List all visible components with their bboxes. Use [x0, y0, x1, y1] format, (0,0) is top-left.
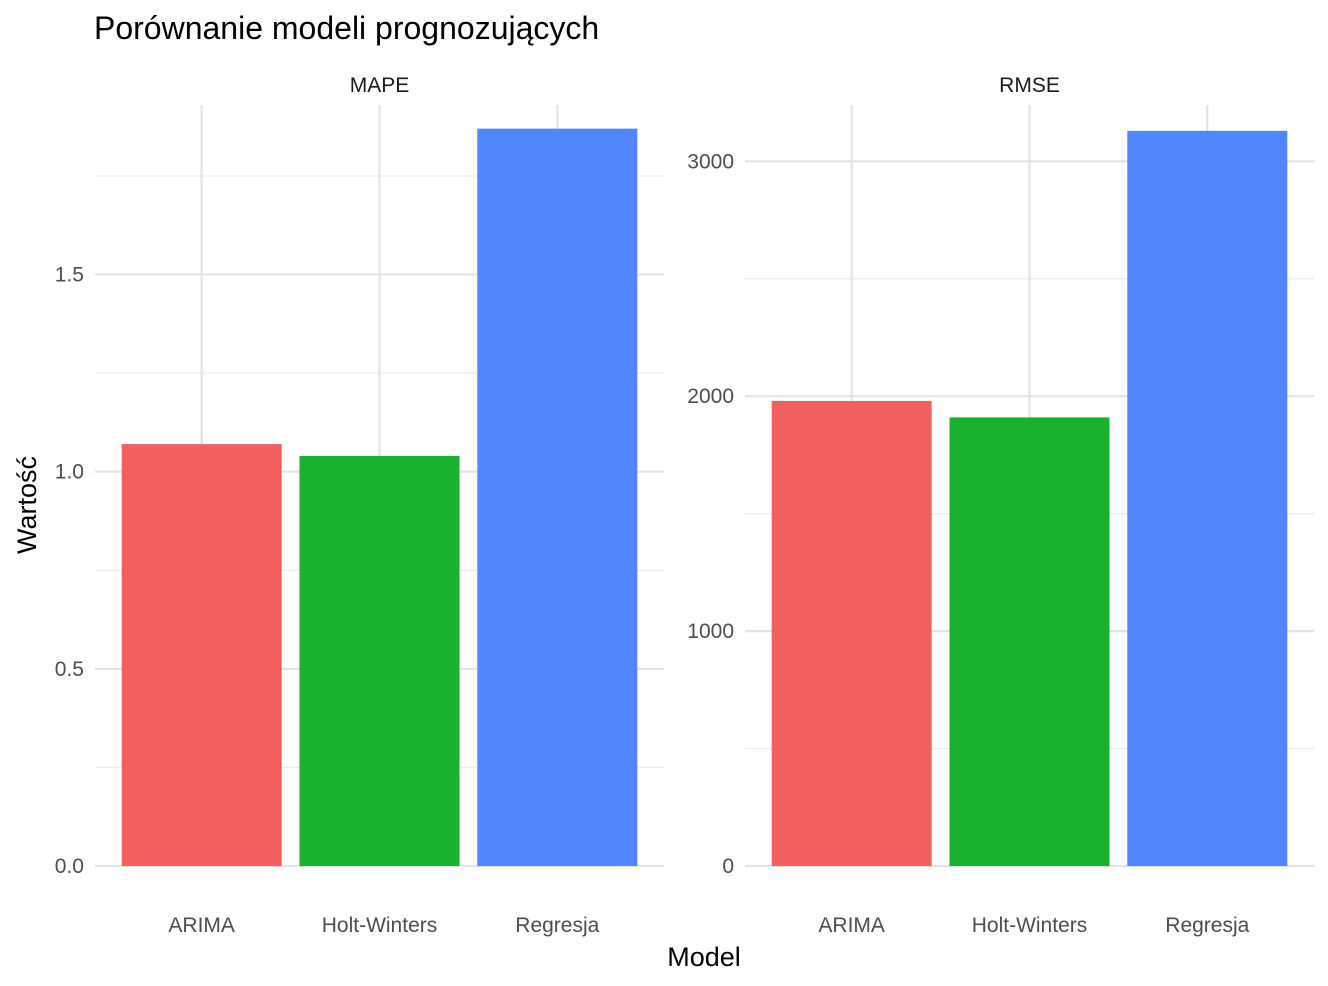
bar-regresja — [477, 128, 638, 867]
panel-mape: 0.0 0.5 1.0 1.5 ARIMA Holt-Winters Regresja MAP… — [55, 74, 664, 937]
y-tick-label: 1.0 — [55, 461, 84, 484]
bar-holt-winters — [299, 455, 460, 866]
panels-layer: 0.0 0.5 1.0 1.5 ARIMA Holt-Winters Regresja MAP… — [55, 74, 1314, 937]
x-tick-label: Holt-Winters — [322, 914, 438, 937]
y-tick-label: 0 — [722, 855, 734, 878]
facet-strip-label: RMSE — [999, 74, 1060, 97]
x-axis-title: Model — [667, 942, 741, 972]
chart-title: Porównanie modeli prognozujących — [94, 10, 599, 46]
y-tick-label: 1.5 — [55, 264, 84, 287]
x-tick-label: Regresja — [1165, 914, 1249, 937]
y-tick-label: 0.0 — [55, 855, 84, 878]
x-tick-label: ARIMA — [168, 914, 235, 937]
y-tick-label: 0.5 — [55, 658, 84, 681]
y-tick-label: 2000 — [687, 385, 734, 408]
bar-holt-winters — [949, 417, 1110, 866]
bar-arima — [121, 444, 282, 866]
x-tick-label: Holt-Winters — [972, 914, 1088, 937]
y-axis-title: Wartość — [12, 456, 42, 554]
bar-regresja — [1127, 130, 1288, 866]
x-tick-label: Regresja — [515, 914, 599, 937]
y-tick-label: 1000 — [687, 620, 734, 643]
facet-strip-label: MAPE — [350, 74, 410, 97]
y-tick-label: 3000 — [687, 150, 734, 173]
x-tick-label: ARIMA — [818, 914, 885, 937]
bar-arima — [771, 400, 932, 866]
panel-rmse: 0 1000 2000 3000 ARIMA Holt-Winters Regresja RM… — [687, 74, 1314, 937]
